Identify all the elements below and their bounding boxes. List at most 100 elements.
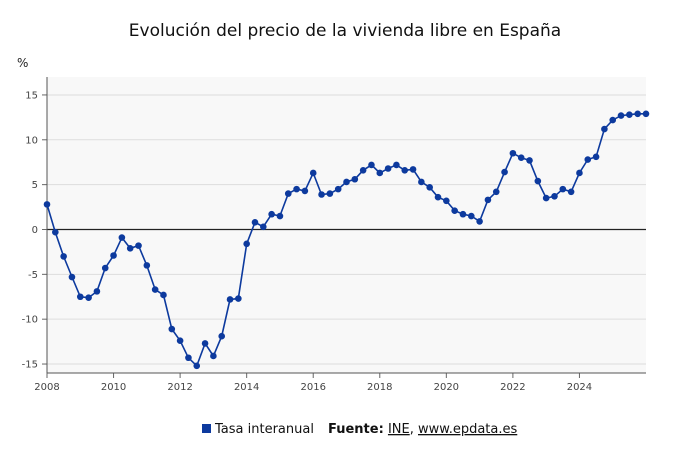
data-point xyxy=(476,218,483,225)
data-point xyxy=(418,178,425,186)
y-tick-label: 5 xyxy=(32,180,38,191)
data-point xyxy=(168,325,176,333)
data-point xyxy=(293,185,300,193)
x-tick-label: 2012 xyxy=(167,382,192,393)
data-point xyxy=(384,165,392,172)
data-point xyxy=(126,245,134,252)
data-point xyxy=(551,192,558,200)
data-point xyxy=(43,201,51,208)
data-point xyxy=(617,112,625,119)
data-point xyxy=(567,188,575,196)
y-tick-label: -5 xyxy=(28,270,38,281)
data-point xyxy=(185,354,192,362)
data-point xyxy=(626,111,633,118)
data-point xyxy=(359,166,367,174)
x-axis-ticks: 2008 2010 2012 2014 2016 2018 2020 2022 2024 xyxy=(34,373,592,393)
data-point xyxy=(576,169,583,177)
data-point xyxy=(160,291,167,299)
series-points xyxy=(43,110,650,370)
data-point xyxy=(509,149,517,157)
data-point xyxy=(101,264,109,272)
source-ine-link[interactable]: INE xyxy=(388,422,410,437)
data-point xyxy=(484,196,492,204)
data-point xyxy=(434,193,442,201)
data-point xyxy=(226,296,234,303)
data-point xyxy=(318,191,325,198)
data-point xyxy=(176,337,184,345)
data-point xyxy=(634,110,641,118)
x-tick-label: 2016 xyxy=(300,382,325,393)
data-point xyxy=(210,352,217,360)
source-line: Fuente: INE, www.epdata.es xyxy=(328,422,517,437)
data-point xyxy=(401,166,409,174)
data-point xyxy=(409,166,417,173)
data-point xyxy=(368,161,375,169)
x-tick-label: 2024 xyxy=(567,382,592,393)
data-point xyxy=(393,161,400,169)
data-point xyxy=(309,169,317,177)
data-point xyxy=(135,242,142,249)
data-point xyxy=(467,212,475,220)
data-point xyxy=(601,125,608,133)
data-point xyxy=(542,194,550,202)
data-point xyxy=(243,240,250,248)
data-point xyxy=(326,190,334,197)
data-point xyxy=(276,212,284,220)
data-point xyxy=(642,110,650,118)
chart-title: Evolución del precio de la vivienda libr… xyxy=(129,21,561,41)
data-point xyxy=(118,234,126,241)
legend-label: Tasa interanual xyxy=(214,422,314,437)
data-point xyxy=(85,294,92,301)
data-point xyxy=(526,157,533,164)
y-tick-label: 15 xyxy=(25,90,38,101)
y-tick-label: 10 xyxy=(25,135,38,146)
data-point xyxy=(492,188,500,196)
data-point xyxy=(334,185,342,193)
data-point xyxy=(143,262,151,269)
data-point xyxy=(426,184,433,191)
y-tick-label: 0 xyxy=(32,225,38,236)
data-point xyxy=(559,185,567,193)
data-point xyxy=(517,154,525,162)
data-point xyxy=(284,190,292,197)
data-point xyxy=(592,153,600,161)
data-point xyxy=(451,207,458,214)
legend: Tasa interanual xyxy=(202,422,314,437)
data-point xyxy=(376,169,384,177)
y-tick-label: -10 xyxy=(22,315,38,326)
data-point xyxy=(76,293,84,301)
data-point xyxy=(193,362,201,370)
y-tick-label: -15 xyxy=(22,360,38,371)
data-point xyxy=(343,178,350,186)
data-point xyxy=(60,253,67,260)
data-point xyxy=(110,252,117,259)
x-tick-label: 2008 xyxy=(34,382,59,393)
x-tick-label: 2020 xyxy=(434,382,459,393)
data-point xyxy=(609,116,617,124)
data-point xyxy=(151,286,159,293)
y-axis-unit: % xyxy=(17,56,28,70)
data-point xyxy=(534,177,542,185)
source-separator: , xyxy=(410,422,414,437)
data-point xyxy=(459,210,467,218)
data-point xyxy=(235,295,242,302)
data-point xyxy=(201,340,209,347)
data-point xyxy=(268,210,275,218)
data-point xyxy=(584,156,592,163)
data-point xyxy=(68,273,76,281)
x-tick-label: 2014 xyxy=(234,382,259,393)
data-point xyxy=(93,288,101,295)
data-point xyxy=(501,168,508,176)
data-point xyxy=(443,197,450,205)
data-point xyxy=(351,175,359,183)
data-point xyxy=(218,332,226,340)
source-site-link[interactable]: www.epdata.es xyxy=(418,422,517,437)
legend-swatch xyxy=(202,424,211,433)
source-label: Fuente: xyxy=(328,422,384,437)
data-point xyxy=(260,223,267,231)
data-point xyxy=(301,187,309,195)
x-tick-label: 2018 xyxy=(367,382,392,393)
x-tick-label: 2010 xyxy=(101,382,126,393)
grid-lines xyxy=(47,94,646,365)
